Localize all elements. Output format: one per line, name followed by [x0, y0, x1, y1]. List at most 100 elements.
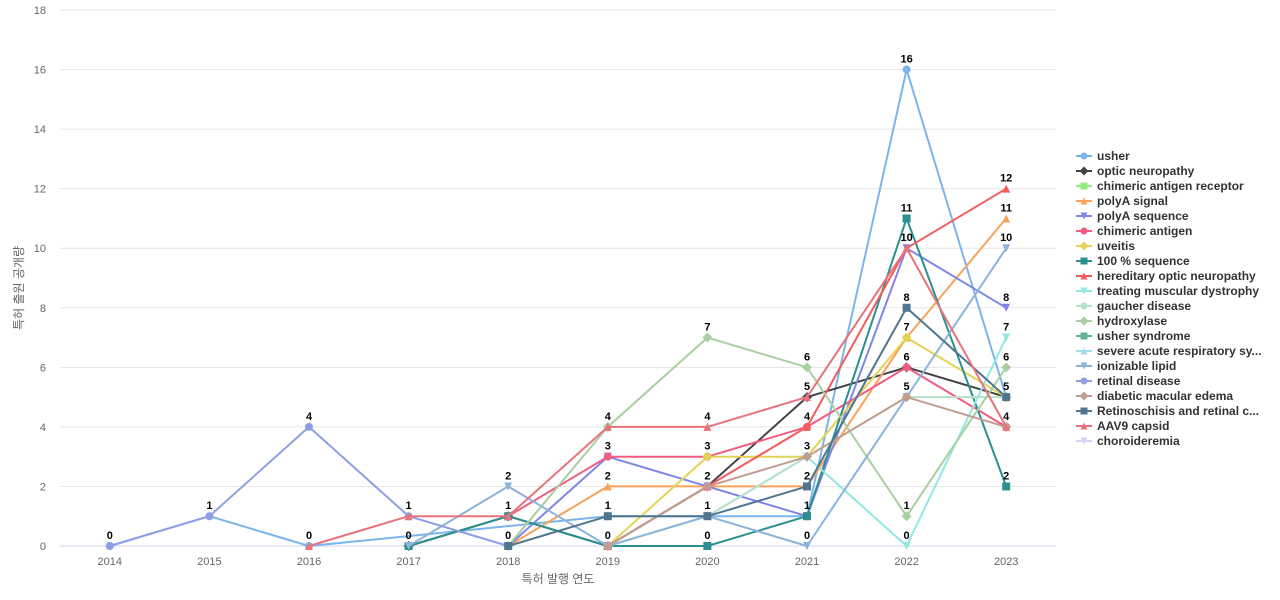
data-point[interactable] [305, 422, 313, 431]
legend-item[interactable]: treating muscular dystrophy [1076, 284, 1259, 298]
data-point[interactable] [603, 452, 612, 461]
data-point[interactable] [902, 542, 911, 550]
data-point[interactable] [205, 512, 214, 521]
data-label: 1 [406, 500, 412, 512]
data-point[interactable] [404, 542, 413, 550]
legend-item[interactable]: polyA sequence [1076, 209, 1189, 223]
x-tick-label: 2017 [396, 556, 420, 568]
legend-item[interactable]: uveitis [1076, 239, 1135, 253]
data-point[interactable] [702, 481, 713, 492]
legend-label: severe acute respiratory sy... [1097, 344, 1262, 358]
data-label: 2 [605, 470, 611, 482]
legend-item[interactable]: choroideremia [1076, 434, 1180, 448]
series-5[interactable] [504, 363, 1011, 521]
legend-item[interactable]: 100 % sequence [1076, 254, 1190, 268]
legend-item[interactable]: ionizable lipid [1076, 359, 1176, 373]
series-line[interactable] [507, 306, 1008, 547]
legend-item[interactable]: usher syndrome [1076, 329, 1191, 343]
data-point[interactable] [901, 332, 912, 343]
data-point[interactable] [602, 541, 613, 551]
x-axis-title: 특허 발행 연도 [522, 571, 595, 586]
legend-item[interactable]: gaucher disease [1076, 299, 1191, 313]
legend-item[interactable]: usher [1076, 149, 1130, 163]
data-point[interactable] [902, 214, 911, 223]
data-point[interactable] [305, 542, 313, 550]
data-point[interactable] [1002, 214, 1011, 223]
data-label: 4 [605, 411, 612, 423]
data-point[interactable] [603, 422, 612, 431]
data-point[interactable] [703, 512, 712, 521]
x-tick-label: 2022 [894, 556, 918, 568]
legend-item[interactable]: hereditary optic neuropathy [1076, 269, 1256, 283]
legend-marker [1079, 166, 1089, 176]
data-point[interactable] [802, 451, 812, 462]
data-point[interactable] [1002, 303, 1011, 312]
data-point[interactable] [803, 393, 811, 402]
data-point[interactable] [702, 332, 713, 343]
data-point[interactable] [803, 542, 811, 550]
x-tick-label: 2020 [695, 556, 719, 568]
legend-marker [1080, 152, 1088, 160]
series-18[interactable] [305, 244, 1011, 550]
series-17[interactable] [504, 303, 1011, 550]
legend-marker [1080, 407, 1088, 415]
legend-item[interactable]: chimeric antigen receptor [1076, 179, 1244, 193]
series-line[interactable] [507, 366, 1008, 518]
legend-item[interactable]: severe acute respiratory sy... [1076, 344, 1262, 358]
data-label: 4 [306, 411, 313, 423]
legend-item[interactable]: diabetic macular edema [1076, 389, 1233, 403]
data-point[interactable] [902, 363, 911, 372]
series-line[interactable] [507, 336, 1008, 547]
data-label: 6 [804, 351, 810, 363]
data-label: 8 [1003, 292, 1009, 304]
legend-marker [1079, 241, 1089, 251]
data-point[interactable] [902, 244, 911, 253]
data-point[interactable] [1002, 244, 1011, 253]
data-point[interactable] [504, 482, 513, 491]
data-point[interactable] [1002, 393, 1011, 402]
data-point[interactable] [504, 512, 513, 521]
data-point[interactable] [1002, 422, 1011, 431]
data-point[interactable] [1002, 184, 1011, 193]
data-point[interactable] [901, 511, 912, 522]
data-point[interactable] [803, 482, 811, 491]
legend-label: polyA sequence [1097, 209, 1189, 223]
legend-label: usher syndrome [1097, 329, 1191, 343]
legend-item[interactable]: optic neuropathy [1076, 164, 1195, 178]
series-line[interactable] [308, 247, 1008, 547]
data-point[interactable] [901, 392, 912, 403]
x-tick-label: 2014 [98, 556, 122, 568]
data-point[interactable] [603, 512, 612, 521]
grid [60, 9, 1056, 487]
data-point[interactable] [902, 65, 911, 74]
data-point[interactable] [504, 542, 513, 550]
data-point[interactable] [404, 512, 413, 521]
data-point[interactable] [702, 451, 713, 462]
legend-marker [1080, 332, 1088, 340]
x-tick-label: 2021 [795, 556, 819, 568]
data-point[interactable] [1002, 333, 1011, 342]
data-point[interactable] [803, 512, 811, 521]
x-tick-label: 2023 [994, 556, 1018, 568]
legend-item[interactable]: Retinoschisis and retinal c... [1076, 404, 1259, 418]
legend-item[interactable]: retinal disease [1076, 374, 1181, 388]
data-label: 1 [904, 500, 910, 512]
data-label: 1 [206, 500, 212, 512]
data-point[interactable] [902, 303, 911, 312]
data-point[interactable] [802, 362, 812, 373]
legend-item[interactable]: polyA signal [1076, 194, 1168, 208]
data-point[interactable] [603, 482, 612, 491]
data-point[interactable] [803, 422, 811, 431]
data-point[interactable] [1001, 362, 1012, 373]
legend-marker [1080, 182, 1088, 190]
data-label: 11 [901, 202, 913, 214]
legend-item[interactable]: chimeric antigen [1076, 224, 1192, 238]
data-point[interactable] [1002, 482, 1011, 491]
legend-item[interactable]: AAV9 capsid [1076, 419, 1169, 433]
data-point[interactable] [105, 542, 114, 550]
data-point[interactable] [703, 422, 712, 431]
data-label: 16 [900, 54, 912, 66]
legend-item[interactable]: hydroxylase [1076, 314, 1167, 328]
data-point[interactable] [703, 542, 712, 550]
